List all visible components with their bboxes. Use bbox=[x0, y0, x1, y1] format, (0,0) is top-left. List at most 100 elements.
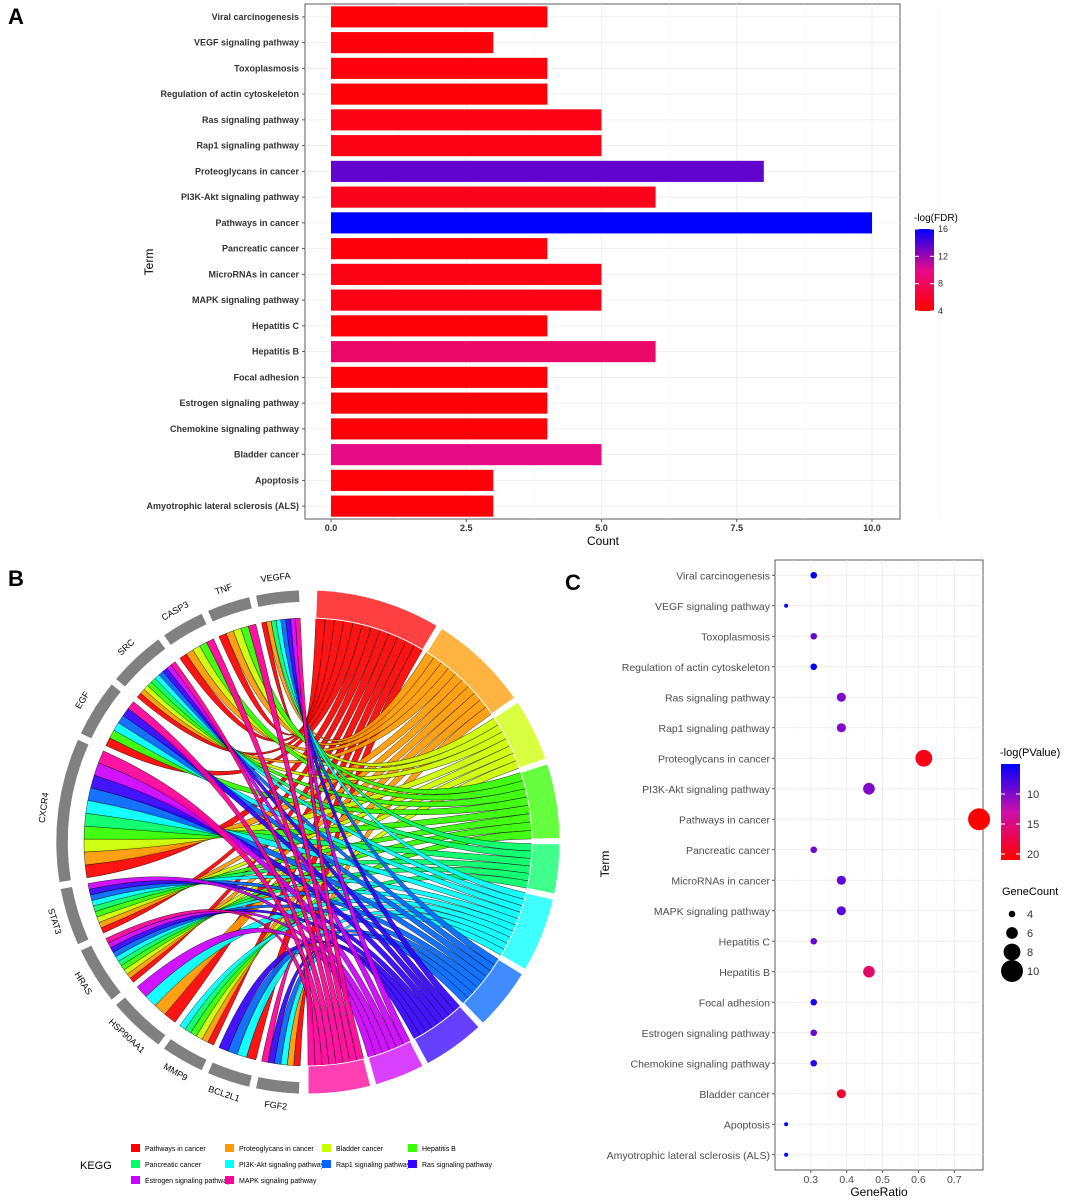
bar-2 bbox=[331, 57, 548, 79]
y-tick-label-a: Amyotrophic lateral sclerosis (ALS) bbox=[146, 501, 299, 511]
gene-segment-4 bbox=[80, 683, 122, 739]
y-tick-label-a: Ras signaling pathway bbox=[202, 115, 299, 125]
legend-label-4: Pancreatic cancer bbox=[145, 1162, 202, 1169]
y-tick-label-a: PI3K-Akt signaling pathway bbox=[181, 192, 299, 202]
bar-17 bbox=[331, 444, 602, 466]
panel-b-chord-diagram: VEGFATNFCASP3SRCEGFCXCR4STAT3HRASHSP90AA… bbox=[37, 571, 561, 1185]
gene-label-2: CASP3 bbox=[160, 599, 191, 622]
bars-a bbox=[331, 6, 872, 517]
y-tick-label-a: Bladder cancer bbox=[234, 450, 300, 460]
bar-0 bbox=[331, 6, 548, 28]
bar-6 bbox=[331, 160, 764, 182]
kegg-legend: KEGG Pathways in cancer Proteoglycans in … bbox=[80, 1144, 493, 1185]
x-tick-label-a: 0.0 bbox=[325, 523, 338, 533]
gene-segment-10 bbox=[207, 1061, 253, 1088]
size-legend-c: GeneCount 4 6 8 10 bbox=[1001, 886, 1058, 982]
size-legend-dot-1 bbox=[1006, 927, 1018, 939]
y-tick-label-a: Proteoglycans in cancer bbox=[195, 166, 300, 176]
legend-label-8: Estrogen signaling pathway bbox=[145, 1178, 231, 1185]
legend-tick-label-c: 20 bbox=[1027, 849, 1039, 861]
y-tick-label-a: Hepatitis B bbox=[252, 347, 300, 357]
x-tick-label-a: 2.5 bbox=[460, 523, 473, 533]
y-tick-label-c: VEGF signaling pathway bbox=[655, 601, 771, 613]
bar-3 bbox=[331, 83, 548, 105]
gene-segment-6 bbox=[60, 886, 90, 945]
ribbon-2-6 bbox=[96, 745, 514, 923]
dot-8 bbox=[968, 808, 991, 831]
legend-title-a: -log(FDR) bbox=[914, 213, 958, 224]
dot-5 bbox=[836, 723, 846, 733]
x-tick-label-a: 7.5 bbox=[730, 523, 743, 533]
y-tick-label-a: Hepatitis C bbox=[252, 321, 300, 331]
legend-ticks-a: 4 8 12 16 bbox=[915, 224, 948, 316]
ribbon-9-11 bbox=[261, 952, 316, 1067]
legend-swatch-3 bbox=[408, 1144, 417, 1152]
legend-colorbar-a bbox=[915, 229, 934, 311]
legend-swatch-5 bbox=[225, 1160, 234, 1168]
y-tick-label-a: Estrogen signaling pathway bbox=[179, 398, 299, 408]
legend-ticks-c: 10 15 20 bbox=[1001, 789, 1039, 861]
y-tick-label-c: MAPK signaling pathway bbox=[654, 906, 771, 918]
legend-tick-label-a: 16 bbox=[938, 224, 948, 234]
ribbon-3-2 bbox=[199, 642, 526, 801]
bar-12 bbox=[331, 315, 548, 337]
color-legend-c: -log(PValue) 10 15 20 bbox=[1000, 747, 1060, 861]
y-axis-title-a: Term bbox=[142, 249, 156, 276]
y-tick-label-a: Regulation of actin cytoskeleton bbox=[160, 89, 299, 99]
legend-tick-label-a: 8 bbox=[938, 279, 943, 289]
ribbon-1-8 bbox=[154, 692, 482, 1015]
y-tick-label-c: Rap1 signaling pathway bbox=[659, 723, 771, 735]
gene-label-11: FGF2 bbox=[264, 1099, 288, 1112]
gene-segment-1 bbox=[207, 596, 253, 623]
legend-label-0: Pathways in cancer bbox=[145, 1146, 206, 1153]
bar-13 bbox=[331, 341, 656, 363]
dot-3 bbox=[810, 663, 818, 671]
y-tick-label-c: Apoptosis bbox=[724, 1119, 770, 1131]
bar-16 bbox=[331, 418, 548, 440]
y-tick-label-a: Chemokine signaling pathway bbox=[170, 424, 299, 434]
bar-1 bbox=[331, 32, 494, 54]
ribbon-7-6 bbox=[88, 879, 439, 1029]
legend-label-6: Rap1 signaling pathway bbox=[336, 1162, 411, 1169]
legend-swatch-6 bbox=[322, 1160, 331, 1168]
y-tick-labels-a: Viral carcinogenesis VEGF signaling pathw… bbox=[146, 12, 305, 511]
gene-segment-3 bbox=[115, 638, 166, 688]
y-tick-label-c: Bladder cancer bbox=[699, 1089, 770, 1101]
x-axis-title-a: Count bbox=[587, 534, 620, 548]
x-tick-labels-c: 0.3 0.4 0.5 0.6 0.7 bbox=[804, 1170, 962, 1186]
y-tick-label-c: Estrogen signaling pathway bbox=[642, 1028, 771, 1040]
legend-colorbar-c bbox=[1001, 764, 1020, 860]
pathway-segment-2 bbox=[493, 701, 547, 769]
legend-swatch-4 bbox=[131, 1160, 140, 1168]
y-tick-label-a: Viral carcinogenesis bbox=[212, 12, 299, 22]
chord-ribbons bbox=[83, 617, 533, 1067]
ribbon-9-0 bbox=[295, 617, 365, 1061]
dot-16 bbox=[810, 1059, 818, 1067]
dot-19 bbox=[784, 1152, 789, 1157]
ribbon-8-5 bbox=[93, 762, 397, 1051]
y-axis-title-c: Term bbox=[598, 851, 612, 878]
legend-tick-label-c: 15 bbox=[1027, 819, 1039, 831]
ribbon-7-4 bbox=[122, 708, 450, 1021]
plot-area-a bbox=[304, 3, 901, 520]
gene-segment-9 bbox=[163, 1038, 208, 1071]
ribbon-1-9 bbox=[201, 699, 487, 1043]
size-legend-label-2: 8 bbox=[1027, 947, 1033, 959]
x-tick-label-c: 0.3 bbox=[804, 1174, 819, 1186]
dot-11 bbox=[836, 906, 846, 916]
ribbon-5-0 bbox=[275, 619, 527, 900]
ribbon-6-5 bbox=[87, 787, 488, 983]
gene-label-10: BCL2L1 bbox=[207, 1084, 241, 1104]
size-legend-title: GeneCount bbox=[1002, 886, 1058, 898]
ribbon-0-6 bbox=[100, 626, 381, 934]
x-axis-title-c: GeneRatio bbox=[850, 1185, 908, 1198]
ribbon-8-3 bbox=[166, 664, 404, 1048]
bar-18 bbox=[331, 469, 494, 491]
pathway-segment-7 bbox=[413, 1005, 480, 1065]
gene-label-3: SRC bbox=[116, 637, 137, 658]
y-tick-label-a: Focal adhesion bbox=[233, 372, 299, 382]
y-tick-label-a: Pathways in cancer bbox=[215, 218, 299, 228]
legend-label-5: PI3K-Akt signaling pathway bbox=[239, 1162, 325, 1169]
panel-label-c: C bbox=[565, 570, 581, 595]
